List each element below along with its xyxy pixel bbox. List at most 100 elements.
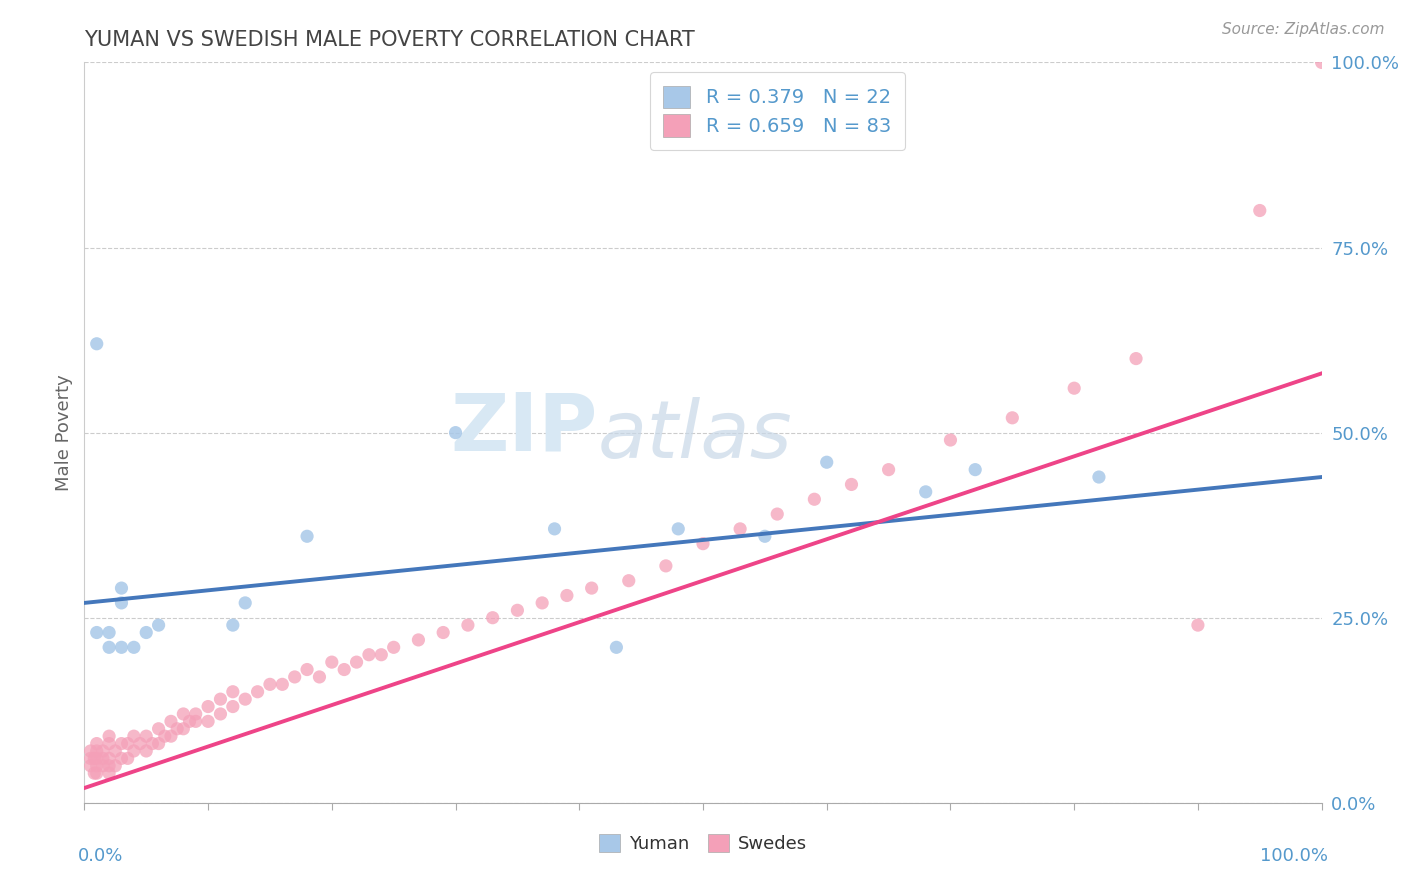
Point xyxy=(117,737,139,751)
Point xyxy=(98,729,121,743)
Point xyxy=(91,751,114,765)
Point xyxy=(98,640,121,655)
Point xyxy=(184,714,207,729)
Text: 0.0%: 0.0% xyxy=(79,847,124,865)
Point xyxy=(86,625,108,640)
Point xyxy=(135,744,157,758)
Point xyxy=(1187,618,1209,632)
Point xyxy=(617,574,640,588)
Point xyxy=(914,484,936,499)
Point xyxy=(98,625,121,640)
Point xyxy=(79,744,101,758)
Point xyxy=(222,685,245,699)
Point xyxy=(160,714,183,729)
Point xyxy=(382,640,405,655)
Text: 100.0%: 100.0% xyxy=(1260,847,1327,865)
Point xyxy=(86,766,108,780)
Point xyxy=(91,744,114,758)
Point xyxy=(333,663,356,677)
Point xyxy=(295,663,318,677)
Point xyxy=(803,492,825,507)
Point xyxy=(98,758,121,772)
Point xyxy=(98,737,121,751)
Point xyxy=(543,522,565,536)
Point xyxy=(308,670,330,684)
Point xyxy=(197,699,219,714)
Point xyxy=(432,625,454,640)
Point xyxy=(104,744,127,758)
Point xyxy=(531,596,554,610)
Point xyxy=(555,589,578,603)
Point xyxy=(86,758,108,772)
Point xyxy=(259,677,281,691)
Point xyxy=(98,766,121,780)
Point xyxy=(357,648,380,662)
Point xyxy=(581,581,603,595)
Point xyxy=(666,522,689,536)
Point xyxy=(110,737,132,751)
Point xyxy=(284,670,307,684)
Point xyxy=(1310,55,1333,70)
Point xyxy=(233,692,256,706)
Point xyxy=(104,758,127,772)
Point xyxy=(754,529,776,543)
Point xyxy=(86,737,108,751)
Point xyxy=(1001,410,1024,425)
Text: atlas: atlas xyxy=(598,397,793,475)
Point xyxy=(692,536,714,550)
Point xyxy=(321,655,343,669)
Legend: Yuman, Swedes: Yuman, Swedes xyxy=(592,827,814,861)
Point xyxy=(877,462,900,476)
Point xyxy=(160,729,183,743)
Point xyxy=(166,722,188,736)
Point xyxy=(370,648,392,662)
Point xyxy=(1125,351,1147,366)
Point xyxy=(408,632,430,647)
Point xyxy=(79,751,101,765)
Point xyxy=(965,462,987,476)
Text: Source: ZipAtlas.com: Source: ZipAtlas.com xyxy=(1222,22,1385,37)
Point xyxy=(457,618,479,632)
Point xyxy=(86,744,108,758)
Point xyxy=(117,751,139,765)
Point xyxy=(148,722,170,736)
Point xyxy=(148,737,170,751)
Point xyxy=(605,640,627,655)
Point xyxy=(110,596,132,610)
Point xyxy=(135,729,157,743)
Point xyxy=(506,603,529,617)
Point xyxy=(122,744,145,758)
Point xyxy=(222,618,245,632)
Point xyxy=(233,596,256,610)
Point xyxy=(655,558,678,573)
Point xyxy=(172,706,194,721)
Point xyxy=(939,433,962,447)
Point xyxy=(135,625,157,640)
Point xyxy=(122,729,145,743)
Point xyxy=(346,655,368,669)
Point xyxy=(766,507,789,521)
Point xyxy=(153,729,176,743)
Point xyxy=(83,766,105,780)
Point xyxy=(141,737,163,751)
Point xyxy=(481,610,503,624)
Point xyxy=(1088,470,1111,484)
Point xyxy=(122,640,145,655)
Point xyxy=(110,751,132,765)
Point xyxy=(841,477,863,491)
Point xyxy=(110,581,132,595)
Text: ZIP: ZIP xyxy=(450,390,598,468)
Point xyxy=(129,737,152,751)
Point xyxy=(148,618,170,632)
Point xyxy=(1249,203,1271,218)
Point xyxy=(444,425,467,440)
Point xyxy=(1063,381,1085,395)
Point xyxy=(295,529,318,543)
Point xyxy=(86,751,108,765)
Point xyxy=(209,706,232,721)
Point xyxy=(197,714,219,729)
Point xyxy=(271,677,294,691)
Point xyxy=(728,522,751,536)
Point xyxy=(209,692,232,706)
Point xyxy=(98,751,121,765)
